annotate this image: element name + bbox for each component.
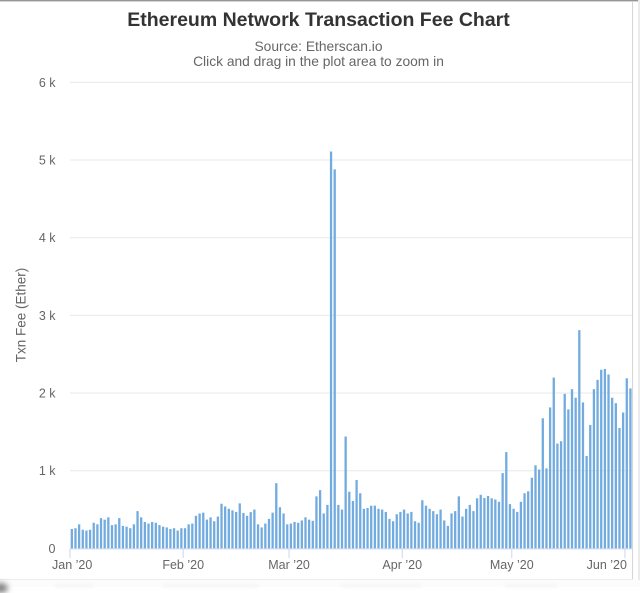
svg-text:Jun ’20: Jun ’20 <box>587 558 627 572</box>
svg-text:Apr ’20: Apr ’20 <box>382 558 422 572</box>
svg-text:0: 0 <box>49 542 56 556</box>
svg-text:5 k: 5 k <box>39 153 56 167</box>
svg-text:2 k: 2 k <box>39 386 56 400</box>
svg-text:Feb ’20: Feb ’20 <box>162 558 204 572</box>
svg-text:Txn Fee (Ether): Txn Fee (Ether) <box>14 268 29 363</box>
svg-text:3 k: 3 k <box>39 309 56 323</box>
svg-text:Mar ’20: Mar ’20 <box>268 558 310 572</box>
svg-text:May ’20: May ’20 <box>490 558 534 572</box>
svg-text:4 k: 4 k <box>39 231 56 245</box>
svg-text:Jan ’20: Jan ’20 <box>52 558 92 572</box>
svg-text:6 k: 6 k <box>39 76 56 90</box>
svg-text:1 k: 1 k <box>39 464 56 478</box>
